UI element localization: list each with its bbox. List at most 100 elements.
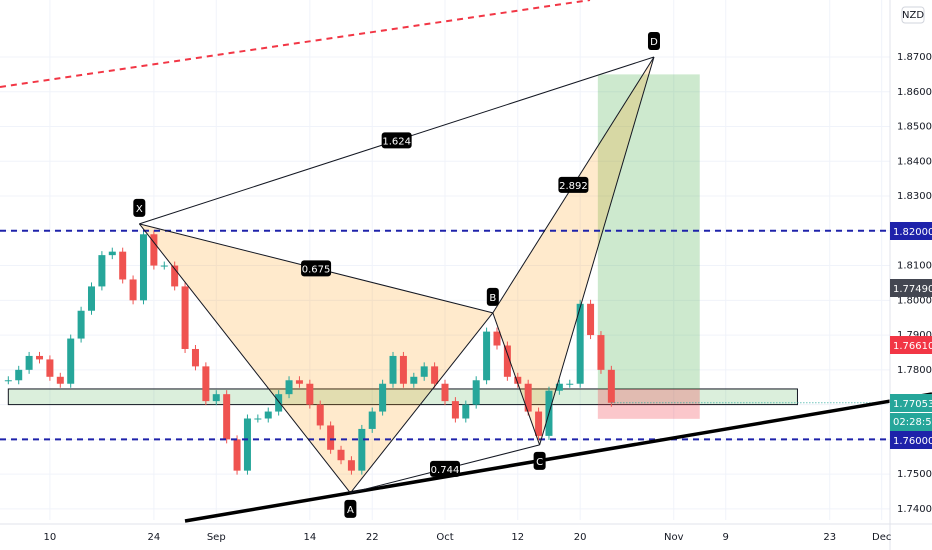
x-tick-label: 22	[366, 532, 379, 543]
pattern-leg	[492, 312, 541, 446]
point-label: X	[136, 204, 143, 215]
x-tick-label: Sep	[207, 532, 226, 543]
candle-body	[285, 380, 293, 395]
x-tick-label: 20	[574, 532, 587, 543]
candle-body	[379, 383, 387, 412]
ratio-box	[430, 460, 460, 477]
candle-body	[202, 366, 210, 402]
candle-body	[212, 394, 220, 402]
candle-body	[87, 286, 95, 311]
candle-body	[566, 383, 574, 385]
candle-body	[483, 331, 491, 381]
candle-body	[607, 369, 615, 403]
candle-body	[171, 265, 179, 287]
candle-body	[410, 376, 418, 384]
price-tag-label: 1.82000	[893, 227, 932, 238]
candle-body	[264, 411, 272, 419]
candle-body	[191, 348, 199, 367]
trend-line	[184, 392, 932, 523]
candle-body	[555, 383, 563, 391]
plot: 1.624 0.675 2.892 0.744 X A B C D	[0, 0, 932, 523]
point-label: B	[489, 293, 496, 304]
point-box	[344, 499, 357, 518]
point-box	[133, 198, 146, 217]
y-tick-label: 1.87000	[897, 52, 932, 63]
price-tag-label: 1.76000	[893, 436, 932, 447]
candle-body	[327, 425, 335, 450]
candle-body	[535, 411, 543, 436]
candle-body	[420, 366, 428, 377]
ratio-label: 2.892	[559, 181, 588, 192]
x-tick-label: 12	[511, 532, 524, 543]
candle-body	[587, 303, 595, 336]
candle-body	[337, 449, 345, 461]
candle-body	[597, 335, 605, 370]
candle-body	[295, 380, 303, 384]
price-tag-label: 1.77053	[893, 399, 932, 410]
candle-body	[358, 428, 366, 471]
candle-body	[4, 380, 12, 382]
y-tick-label: 1.79000	[897, 330, 932, 341]
x-tick-label: 10	[44, 532, 57, 543]
x-tick-label: 23	[823, 532, 836, 543]
y-tick-label: 1.75000	[897, 469, 932, 480]
candle-body	[472, 380, 480, 405]
ratio-label: 1.624	[382, 136, 411, 147]
price-tag	[890, 336, 932, 354]
x-tick-label: Oct	[436, 532, 453, 543]
axes: 1.740001.750001.760001.770001.780001.790…	[44, 52, 932, 543]
candle-body	[576, 303, 584, 384]
candle-body	[275, 394, 283, 412]
x-tick-label: 9	[723, 532, 729, 543]
candle-body	[160, 265, 168, 267]
candle-body	[431, 366, 439, 384]
ratio-label: 0.675	[302, 264, 331, 275]
y-tick-label: 1.86000	[897, 87, 932, 98]
pattern-triangle	[492, 57, 654, 445]
y-tick-label: 1.80000	[897, 295, 932, 306]
candle-body	[503, 345, 511, 377]
y-tick-label: 1.85000	[897, 122, 932, 133]
candle-body	[67, 338, 75, 384]
currency-box[interactable]	[901, 6, 925, 24]
point-label: C	[536, 457, 543, 468]
y-tick-label: 1.83000	[897, 191, 932, 202]
candle-body	[181, 286, 189, 349]
price-tag-label: 1.77490	[893, 284, 932, 295]
pattern-leg	[138, 223, 351, 494]
candle-body	[129, 279, 137, 301]
candle-body	[368, 411, 376, 429]
x-tick-label: Dec	[872, 532, 891, 543]
candle-body	[46, 359, 54, 377]
pattern-leg	[349, 312, 494, 494]
countdown-label: 02:28:56	[893, 417, 932, 428]
price-tag	[890, 222, 932, 240]
candle-body	[36, 355, 44, 360]
candle-body	[108, 251, 116, 256]
y-tick-label: 1.78000	[897, 365, 932, 376]
candle-body	[254, 418, 262, 420]
candle-body	[462, 404, 470, 419]
pattern-leg	[539, 56, 655, 446]
candle-body	[441, 383, 449, 402]
candle-body	[389, 355, 397, 384]
candle-body	[25, 355, 33, 370]
trend-line	[0, 0, 591, 88]
candle-body	[243, 418, 251, 471]
ratio-box	[301, 260, 332, 277]
candle-body	[524, 383, 532, 412]
currency-label: NZD	[902, 10, 924, 21]
x-tick-label: 24	[148, 532, 161, 543]
candle-body	[77, 310, 85, 339]
candle-body	[150, 234, 158, 266]
grid	[0, 0, 890, 520]
y-tick-label: 1.74000	[897, 504, 932, 515]
candle-body	[15, 369, 23, 381]
x-tick-label: 14	[303, 532, 316, 543]
candle-body	[493, 331, 501, 346]
price-tag-label: 1.76610	[893, 341, 932, 352]
point-box	[486, 287, 499, 306]
candle-body	[451, 401, 459, 419]
